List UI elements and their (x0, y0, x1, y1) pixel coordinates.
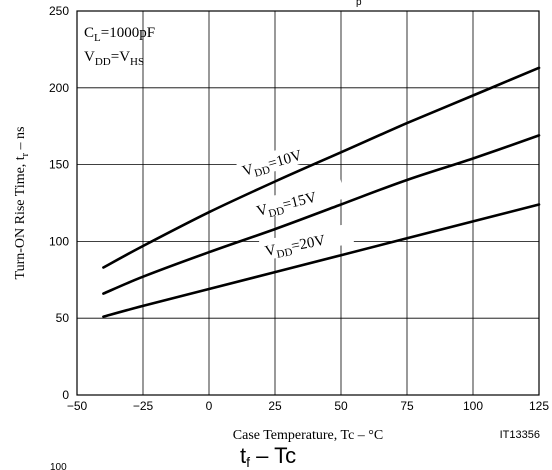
x-tick-label: 25 (268, 399, 282, 413)
x-tick-label: 50 (334, 399, 348, 413)
grid-lines (77, 11, 539, 395)
next-figure-caption: tf – Tc (240, 443, 296, 470)
x-tick-label: 0 (206, 399, 213, 413)
series-line-1 (102, 66, 541, 269)
y-tick-label: 0 (62, 388, 69, 402)
series-lines (102, 66, 541, 318)
top-clipped-text: p (356, 0, 362, 8)
next-figure-tick: 100 (50, 462, 67, 470)
y-axis-title: Turn-ON Rise Time, tr – ns (13, 127, 31, 280)
figure-code: IT13356 (500, 429, 540, 441)
x-tick-label: −50 (67, 399, 88, 413)
y-tick-label: 250 (49, 4, 69, 18)
series-line-2 (102, 134, 541, 295)
conditions-box: CL=1000pF VDD=VHS (84, 25, 155, 68)
series-line-3 (102, 203, 541, 318)
x-tick-label: 125 (529, 399, 549, 413)
x-tick-label: −25 (133, 399, 154, 413)
condition-load-capacitance: CL=1000pF (84, 25, 155, 44)
x-axis-title: Case Temperature, Tc – °C (233, 428, 383, 443)
y-tick-label: 150 (49, 158, 69, 172)
x-tick-label: 100 (463, 399, 483, 413)
plot-frame (76, 10, 540, 396)
y-tick-label: 100 (49, 234, 69, 248)
y-tick-label: 200 (49, 81, 69, 95)
y-tick-labels: 0 50 100 150 200 250 (49, 4, 69, 402)
x-tick-label: 75 (400, 399, 414, 413)
y-tick-label: 50 (56, 311, 70, 325)
condition-vdd: VDD=VHS (84, 49, 144, 68)
x-tick-labels: −50 −25 0 25 50 75 100 125 (67, 399, 550, 413)
svg-text:VDD=20V: VDD=20V (264, 233, 328, 263)
